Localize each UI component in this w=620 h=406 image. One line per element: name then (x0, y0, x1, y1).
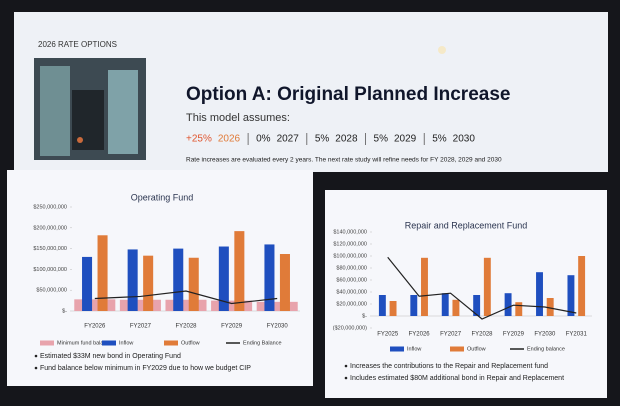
section-label: 2026 RATE OPTIONS (38, 40, 117, 49)
x-tick-label: FY2028 (175, 324, 197, 330)
bar (143, 255, 154, 311)
rate: 5% (374, 134, 389, 145)
y-tick-label: $100,000,000 (33, 267, 67, 273)
x-tick-label: FY2027 (440, 332, 462, 338)
bar (127, 249, 138, 311)
slide-title: Option A: Original Planned Increase (186, 84, 510, 105)
y-tick-label: $- (362, 313, 367, 319)
legend-label: Ending Balance (243, 340, 282, 346)
bar (378, 295, 386, 316)
y-tick-label: $40,000,000 (336, 289, 367, 295)
bar (473, 295, 481, 316)
min-balance (74, 299, 116, 311)
x-tick-label: FY2029 (221, 324, 243, 330)
chart-panel (7, 170, 313, 386)
bar (188, 257, 199, 311)
bullet (344, 364, 348, 368)
bar (234, 231, 245, 311)
legend-label: Minimum fund balance (57, 340, 112, 346)
min-balance (211, 300, 253, 311)
min-balance (165, 299, 207, 311)
bar (567, 275, 575, 316)
legend-label: Inflow (407, 346, 421, 352)
y-tick-label: $80,000,000 (336, 265, 367, 271)
bullet (344, 376, 348, 380)
bar (173, 248, 184, 311)
rate-year: 2028 (335, 134, 358, 145)
legend-label: Inflow (119, 340, 133, 346)
rate: +25% (186, 134, 212, 145)
bar (441, 293, 449, 316)
legend-swatch (40, 340, 54, 346)
line (387, 256, 577, 320)
legend-label: Ending balance (527, 346, 565, 352)
legend-swatch (164, 340, 178, 346)
rate-year: 2026 (218, 134, 241, 145)
intro: This model assumes: (186, 112, 290, 124)
legend-label: Outflow (467, 346, 486, 352)
y-tick-label: $250,000,000 (33, 204, 67, 210)
x-tick-label: FY2030 (267, 324, 289, 330)
x-tick-label: FY2028 (471, 332, 493, 338)
bar (82, 256, 93, 311)
y-tick-label: $200,000,000 (33, 225, 67, 231)
bar (536, 272, 543, 316)
x-tick-label: FY2025 (377, 332, 399, 338)
bar (264, 244, 275, 311)
bar (452, 299, 460, 316)
bar (546, 298, 554, 316)
note: Includes estimated $80M additional bond … (350, 375, 564, 382)
y-tick-label: $140,000,000 (333, 229, 367, 235)
footnote: Rate increases are evaluated every 2 yea… (186, 157, 502, 164)
bar (279, 254, 290, 311)
rate: 5% (315, 134, 330, 145)
chart-title: Repair and Replacement Fund (405, 220, 528, 230)
legend-swatch (390, 346, 404, 352)
y-tick-label: ($20,000,000) (333, 325, 367, 331)
x-tick-label: FY2027 (130, 324, 152, 330)
rate: 5% (432, 134, 447, 145)
legend-swatch (102, 340, 116, 346)
y-tick-label: $20,000,000 (336, 301, 367, 307)
bullet (34, 354, 38, 358)
light (438, 46, 446, 54)
y-tick-label: $- (62, 308, 67, 314)
min-balance (119, 299, 161, 311)
line (94, 290, 278, 305)
rate-year: 2029 (394, 134, 417, 145)
y-tick-label: $50,000,000 (36, 288, 67, 294)
chart-title: Operating Fund (131, 192, 194, 202)
note: Fund balance below minimum in FY2029 due… (40, 365, 251, 372)
y-tick-label: $150,000,000 (33, 246, 67, 252)
x-tick-label: FY2031 (566, 332, 588, 338)
note: Increases the contributions to the Repai… (350, 363, 548, 370)
x-tick-label: FY2026 (84, 324, 106, 330)
rate-year: 2030 (453, 134, 476, 145)
bar (515, 302, 523, 316)
y-tick-label: $120,000,000 (333, 241, 367, 247)
y-tick-label: $100,000,000 (333, 253, 367, 259)
x-tick-label: FY2029 (503, 332, 525, 338)
legend-label: Outflow (181, 340, 200, 346)
chart-panel (325, 190, 607, 398)
rate: 0% (256, 134, 271, 145)
x-tick-label: FY2026 (409, 332, 431, 338)
bar (218, 246, 229, 311)
note: Estimated $33M new bond in Operating Fun… (40, 353, 181, 360)
legend-swatch (450, 346, 464, 352)
bar (410, 295, 418, 316)
bar (504, 293, 512, 316)
bar (97, 235, 108, 311)
photo (34, 58, 146, 160)
bullet (34, 366, 38, 370)
min-balance (256, 301, 298, 311)
bar (578, 256, 586, 316)
bar (483, 257, 491, 316)
y-tick-label: $60,000,000 (336, 277, 367, 283)
bar (421, 257, 428, 316)
x-tick-label: FY2030 (534, 332, 556, 338)
bar (389, 301, 397, 316)
rate-year: 2027 (277, 134, 300, 145)
